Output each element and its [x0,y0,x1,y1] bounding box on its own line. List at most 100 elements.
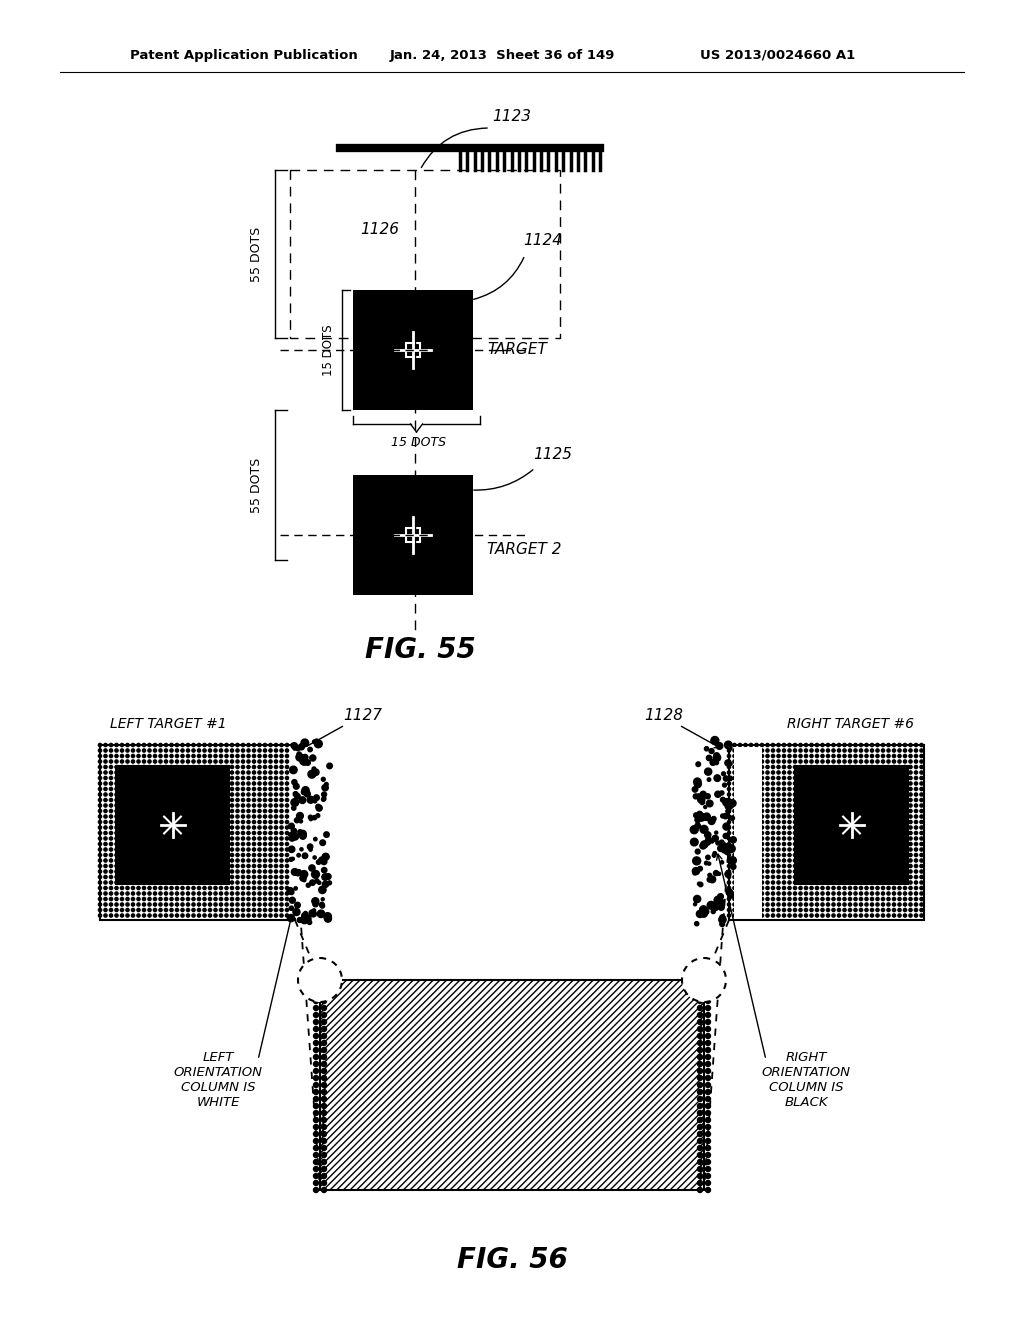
Circle shape [898,788,901,791]
Circle shape [121,788,124,791]
Text: LEFT TARGET #1: LEFT TARGET #1 [110,717,226,731]
Circle shape [876,760,879,763]
Circle shape [810,781,813,785]
Circle shape [707,837,711,841]
Circle shape [876,887,879,890]
Circle shape [269,771,272,774]
Circle shape [865,887,868,890]
Circle shape [159,814,162,818]
Circle shape [708,777,711,781]
Circle shape [733,743,736,747]
Circle shape [782,755,785,758]
Circle shape [799,809,802,813]
Circle shape [909,854,912,857]
Circle shape [831,766,836,768]
Circle shape [914,743,918,747]
Circle shape [286,814,289,818]
Circle shape [186,842,189,846]
Circle shape [286,793,289,796]
Circle shape [697,1118,702,1122]
Circle shape [892,826,896,829]
Circle shape [870,809,873,813]
Circle shape [103,892,108,895]
Circle shape [854,809,857,813]
Circle shape [771,870,774,873]
Circle shape [131,781,134,785]
Circle shape [242,748,245,752]
Circle shape [258,880,261,884]
Circle shape [98,887,101,890]
Circle shape [694,780,701,788]
Circle shape [313,1146,318,1151]
Circle shape [115,771,118,774]
Circle shape [291,799,294,801]
Circle shape [815,804,818,807]
Circle shape [876,814,879,818]
Circle shape [727,859,730,862]
Circle shape [247,908,250,912]
Circle shape [706,1055,711,1060]
Circle shape [755,903,758,906]
Circle shape [787,748,792,752]
Circle shape [771,766,774,768]
Circle shape [126,832,129,834]
Circle shape [191,793,196,796]
Circle shape [252,821,256,824]
Circle shape [920,908,923,912]
Circle shape [191,771,196,774]
Circle shape [121,793,124,796]
Circle shape [258,771,261,774]
Circle shape [733,799,736,801]
Circle shape [859,771,862,774]
Circle shape [203,788,206,791]
Circle shape [706,1089,711,1094]
Circle shape [147,859,152,862]
Circle shape [706,1131,711,1137]
Circle shape [203,903,206,906]
Circle shape [738,814,741,818]
Circle shape [771,743,774,747]
Circle shape [766,748,769,752]
Circle shape [103,748,108,752]
Circle shape [170,832,173,834]
Circle shape [304,911,307,915]
Circle shape [738,898,741,900]
Circle shape [147,875,152,879]
Circle shape [750,804,753,807]
Circle shape [159,781,162,785]
Circle shape [743,766,748,768]
Circle shape [137,903,140,906]
Circle shape [181,842,184,846]
Circle shape [236,799,239,801]
Circle shape [903,755,906,758]
Circle shape [777,908,780,912]
Text: 1126: 1126 [360,223,399,238]
Circle shape [98,821,101,824]
Circle shape [313,1138,318,1143]
Circle shape [854,847,857,851]
Circle shape [733,859,736,862]
Circle shape [286,781,289,785]
Circle shape [209,788,212,791]
Circle shape [98,859,101,862]
Circle shape [159,743,162,747]
Circle shape [191,887,196,890]
Circle shape [147,755,152,758]
Circle shape [782,854,785,857]
Circle shape [247,793,250,796]
Circle shape [191,755,196,758]
Circle shape [702,908,709,915]
Circle shape [782,748,785,752]
Circle shape [706,855,710,859]
Circle shape [137,748,140,752]
Circle shape [299,755,305,762]
Circle shape [115,859,118,862]
Circle shape [706,1034,711,1039]
Circle shape [750,892,753,895]
Circle shape [815,788,818,791]
Circle shape [805,748,808,752]
Circle shape [247,854,250,857]
Circle shape [286,809,289,813]
Circle shape [131,887,134,890]
Circle shape [777,743,780,747]
